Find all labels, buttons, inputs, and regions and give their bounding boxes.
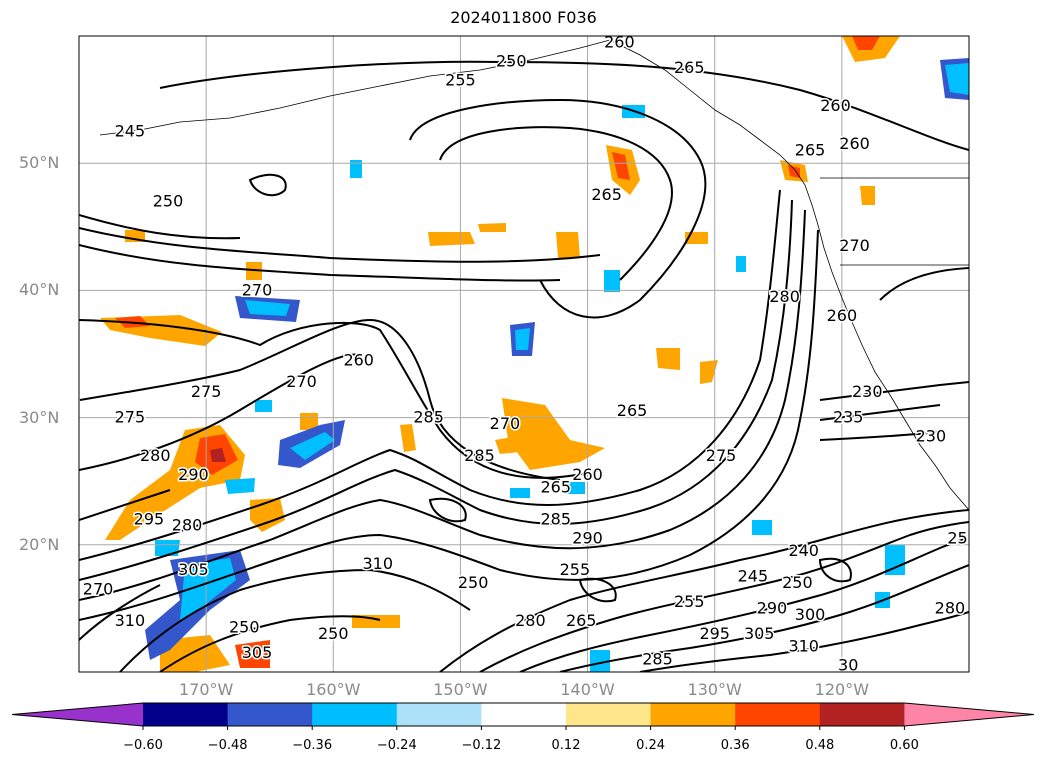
contour-label: 280 (140, 446, 171, 465)
contour-label: 270 (286, 372, 317, 391)
colorbar-tick-label: −0.24 (376, 738, 417, 753)
contour-label: 260 (839, 134, 870, 153)
contour-label: 245 (738, 567, 769, 586)
coastlines (99, 39, 969, 511)
colorbar-segment (819, 703, 905, 726)
colorbar-tick-label: −0.48 (207, 738, 248, 753)
latitude-label: 40°N (19, 280, 60, 300)
latitude-label: 20°N (19, 534, 60, 554)
contour-label: 255 (560, 560, 591, 579)
longitude-label: 170°W (178, 680, 234, 699)
latitude-label: 50°N (19, 153, 60, 173)
colorbar-segment (396, 703, 482, 726)
longitude-label: 140°W (560, 680, 615, 699)
latitude-label: 30°N (19, 407, 60, 427)
colorbar-over-arrow (904, 703, 1034, 726)
contour-label: 270 (242, 280, 273, 299)
contour-label: 310 (788, 637, 819, 656)
contour-label: 230 (916, 427, 947, 446)
contour-label: 230 (852, 382, 883, 401)
contour-label: 285 (642, 649, 673, 668)
colorbar-tick-label: 0.48 (805, 738, 835, 753)
contour-label: 255 (674, 592, 705, 611)
colorbar-segment (735, 703, 821, 726)
contour-label: 250 (496, 51, 527, 70)
contour-label: 280 (935, 598, 966, 617)
height-contours (79, 60, 969, 672)
contour-label: 290 (572, 528, 603, 547)
contour-label: 250 (947, 528, 978, 547)
gridlines (79, 36, 969, 672)
contour-label: 305 (242, 643, 273, 662)
contour-label: 265 (617, 401, 648, 420)
contour-label: 295 (134, 509, 165, 528)
contour-label: 245 (115, 121, 146, 140)
colorbar-tick-label: 0.24 (636, 738, 666, 753)
contour-label: 275 (115, 408, 146, 427)
contour-label: 285 (413, 408, 444, 427)
contour-label: 30 (838, 656, 858, 675)
contour-label: 280 (769, 287, 800, 306)
contour-label: 270 (490, 414, 521, 433)
contour-label: 250 (782, 573, 813, 592)
colorbar (11, 702, 1035, 730)
contour-label: 305 (178, 560, 209, 579)
contour-label: 250 (153, 191, 184, 210)
contour-label: 310 (363, 554, 394, 573)
colorbar-tick-label: 0.60 (889, 738, 919, 753)
contour-label: 260 (827, 306, 858, 325)
longitude-label: 160°W (306, 680, 361, 699)
contour-label: 250 (229, 617, 260, 636)
map-frame (78, 35, 970, 673)
contour-label: 255 (445, 71, 476, 90)
contour-label: 310 (115, 611, 146, 630)
contour-label: 250 (458, 573, 489, 592)
contour-label: 240 (788, 541, 819, 560)
contour-label: 285 (464, 446, 495, 465)
contour-label: 275 (191, 382, 222, 401)
contour-label: 290 (178, 465, 209, 484)
contour-label: 260 (572, 465, 603, 484)
contour-label: 260 (343, 350, 374, 369)
contour-label: 250 (318, 624, 349, 643)
contour-label: 300 (795, 605, 826, 624)
contour-label: 280 (172, 516, 203, 535)
contour-label: 260 (604, 32, 635, 51)
colorbar-tick-label: −0.12 (461, 738, 502, 753)
colorbar-segment (650, 703, 736, 726)
contour-label: 265 (591, 185, 622, 204)
colorbar-segment (143, 703, 229, 726)
contour-label: 285 (541, 509, 572, 528)
longitude-label: 120°W (814, 680, 870, 699)
colorbar-segment (312, 703, 398, 726)
contour-label: 290 (757, 598, 788, 617)
colorbar-tick-label: 0.36 (720, 738, 750, 753)
longitude-label: 130°W (687, 680, 742, 699)
colorbar-tick-label: −0.36 (292, 738, 333, 753)
colorbar-tick-label: −0.60 (123, 738, 163, 753)
contour-label: 270 (83, 579, 114, 598)
map-title: 2024011800 F036 (450, 8, 597, 27)
contour-label: 270 (839, 236, 870, 255)
colorbar-tick-label: 0.12 (551, 738, 581, 753)
contour-label: 275 (706, 446, 737, 465)
contour-label: 280 (515, 611, 546, 630)
positive-shading (100, 36, 900, 672)
longitude-label: 150°W (433, 680, 488, 699)
contour-label: 265 (566, 611, 597, 630)
contour-label: 265 (674, 58, 705, 77)
contour-label: 295 (699, 624, 730, 643)
contour-label: 235 (833, 408, 864, 427)
contour-label: 265 (541, 478, 572, 497)
colorbar-segment (227, 703, 313, 726)
contour-label: 265 (795, 140, 826, 159)
contour-label: 260 (820, 96, 851, 115)
colorbar-segment (481, 703, 567, 726)
colorbar-segment (566, 703, 652, 726)
colorbar-under-arrow (12, 703, 143, 726)
contour-label: 305 (744, 624, 775, 643)
